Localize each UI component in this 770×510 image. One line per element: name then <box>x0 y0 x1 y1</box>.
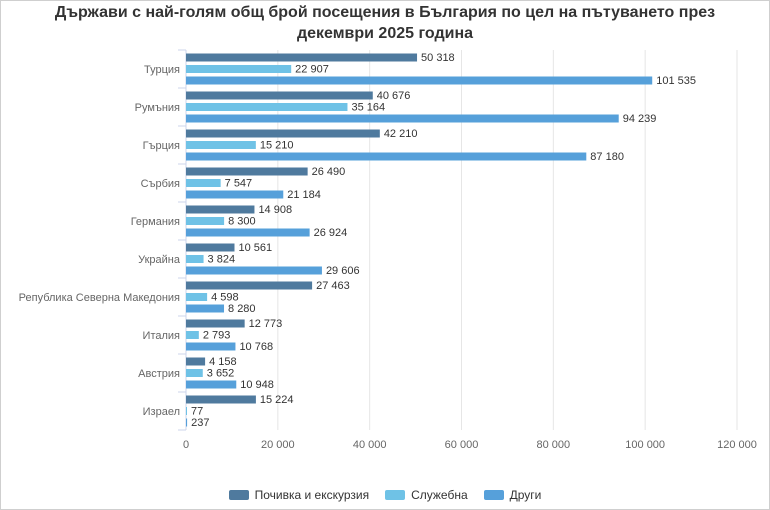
data-label: 10 768 <box>239 341 273 353</box>
bar <box>186 255 204 263</box>
data-label: 8 300 <box>228 216 256 228</box>
bar <box>186 293 208 301</box>
x-tick-label: 100 000 <box>625 439 665 451</box>
legend-swatch <box>228 490 249 500</box>
data-label: 40 676 <box>377 90 411 102</box>
x-tick-label: 40 000 <box>353 439 387 451</box>
data-label: 7 547 <box>225 178 253 190</box>
bar <box>186 91 373 100</box>
data-label: 21 184 <box>287 189 321 201</box>
bar <box>186 331 199 339</box>
legend-label: Други <box>509 488 542 502</box>
bar <box>186 243 235 252</box>
bar <box>186 205 255 214</box>
data-label: 2 793 <box>203 330 231 342</box>
data-label: 3 652 <box>207 368 235 380</box>
x-tick-label: 80 000 <box>537 439 571 451</box>
data-label: 15 210 <box>260 140 294 152</box>
category-label: Румъния <box>135 102 180 114</box>
data-label: 22 907 <box>295 64 329 76</box>
category-label: Гърция <box>143 140 180 152</box>
category-label: Сърбия <box>141 178 180 190</box>
category-label: Украйна <box>138 254 181 266</box>
data-label: 4 598 <box>211 292 239 304</box>
bar <box>186 369 203 377</box>
bar <box>186 281 313 290</box>
bar <box>186 141 256 149</box>
x-tick-label: 0 <box>183 439 189 451</box>
bar <box>186 319 245 328</box>
data-label: 12 773 <box>249 318 283 330</box>
bar <box>186 190 284 199</box>
bar <box>186 357 206 366</box>
bar <box>186 342 236 351</box>
chart-legend: Почивка и екскурзия Служебна Други <box>0 488 770 502</box>
legend-item-business[interactable]: Служебна <box>385 488 468 502</box>
data-label: 77 <box>191 406 203 418</box>
x-tick-label: 60 000 <box>445 439 479 451</box>
data-label: 94 239 <box>623 113 657 125</box>
bar <box>186 266 322 275</box>
legend-label: Почивка и екскурзия <box>254 488 370 502</box>
category-label: Италия <box>143 330 181 342</box>
data-label: 29 606 <box>326 265 360 277</box>
data-label: 14 908 <box>258 204 292 216</box>
bar <box>186 103 348 111</box>
data-label: 26 490 <box>312 166 346 178</box>
data-label: 237 <box>191 417 209 429</box>
bar <box>186 114 619 123</box>
legend-label: Служебна <box>411 488 468 502</box>
chart-title: Държави с най-голям общ брой посещения в… <box>54 4 716 42</box>
data-label: 50 318 <box>421 52 455 64</box>
bar <box>186 217 225 225</box>
bar <box>186 167 308 176</box>
bar <box>186 228 310 237</box>
data-label: 101 535 <box>656 75 696 87</box>
bar <box>186 179 221 187</box>
bar <box>186 407 187 415</box>
category-label: Турция <box>144 64 180 76</box>
data-label: 10 561 <box>238 242 272 254</box>
data-label: 3 824 <box>208 254 236 266</box>
data-label: 8 280 <box>228 303 256 315</box>
data-label: 35 164 <box>351 102 385 114</box>
x-tick-label: 20 000 <box>261 439 295 451</box>
category-label: Германия <box>131 216 180 228</box>
category-label: Република Северна Македония <box>19 292 180 304</box>
bar <box>186 129 380 138</box>
legend-swatch <box>483 490 504 500</box>
data-label: 27 463 <box>316 280 350 292</box>
bar <box>186 304 225 313</box>
x-tick-label: 120 000 <box>717 439 757 451</box>
legend-item-other[interactable]: Други <box>483 488 542 502</box>
data-label: 42 210 <box>384 128 418 140</box>
bar <box>186 395 256 404</box>
category-label: Австрия <box>138 368 180 380</box>
bar <box>186 53 418 62</box>
data-label: 10 948 <box>240 379 274 391</box>
bar <box>186 76 653 85</box>
data-label: 87 180 <box>590 151 624 163</box>
bar <box>186 65 292 73</box>
bar <box>186 152 587 161</box>
data-label: 4 158 <box>209 356 237 368</box>
bar <box>186 418 188 427</box>
data-label: 26 924 <box>314 227 348 239</box>
legend-swatch <box>385 490 406 500</box>
data-label: 15 224 <box>260 394 294 406</box>
legend-item-leisure[interactable]: Почивка и екскурзия <box>228 488 370 502</box>
bar <box>186 380 237 389</box>
category-label: Израел <box>143 406 180 418</box>
